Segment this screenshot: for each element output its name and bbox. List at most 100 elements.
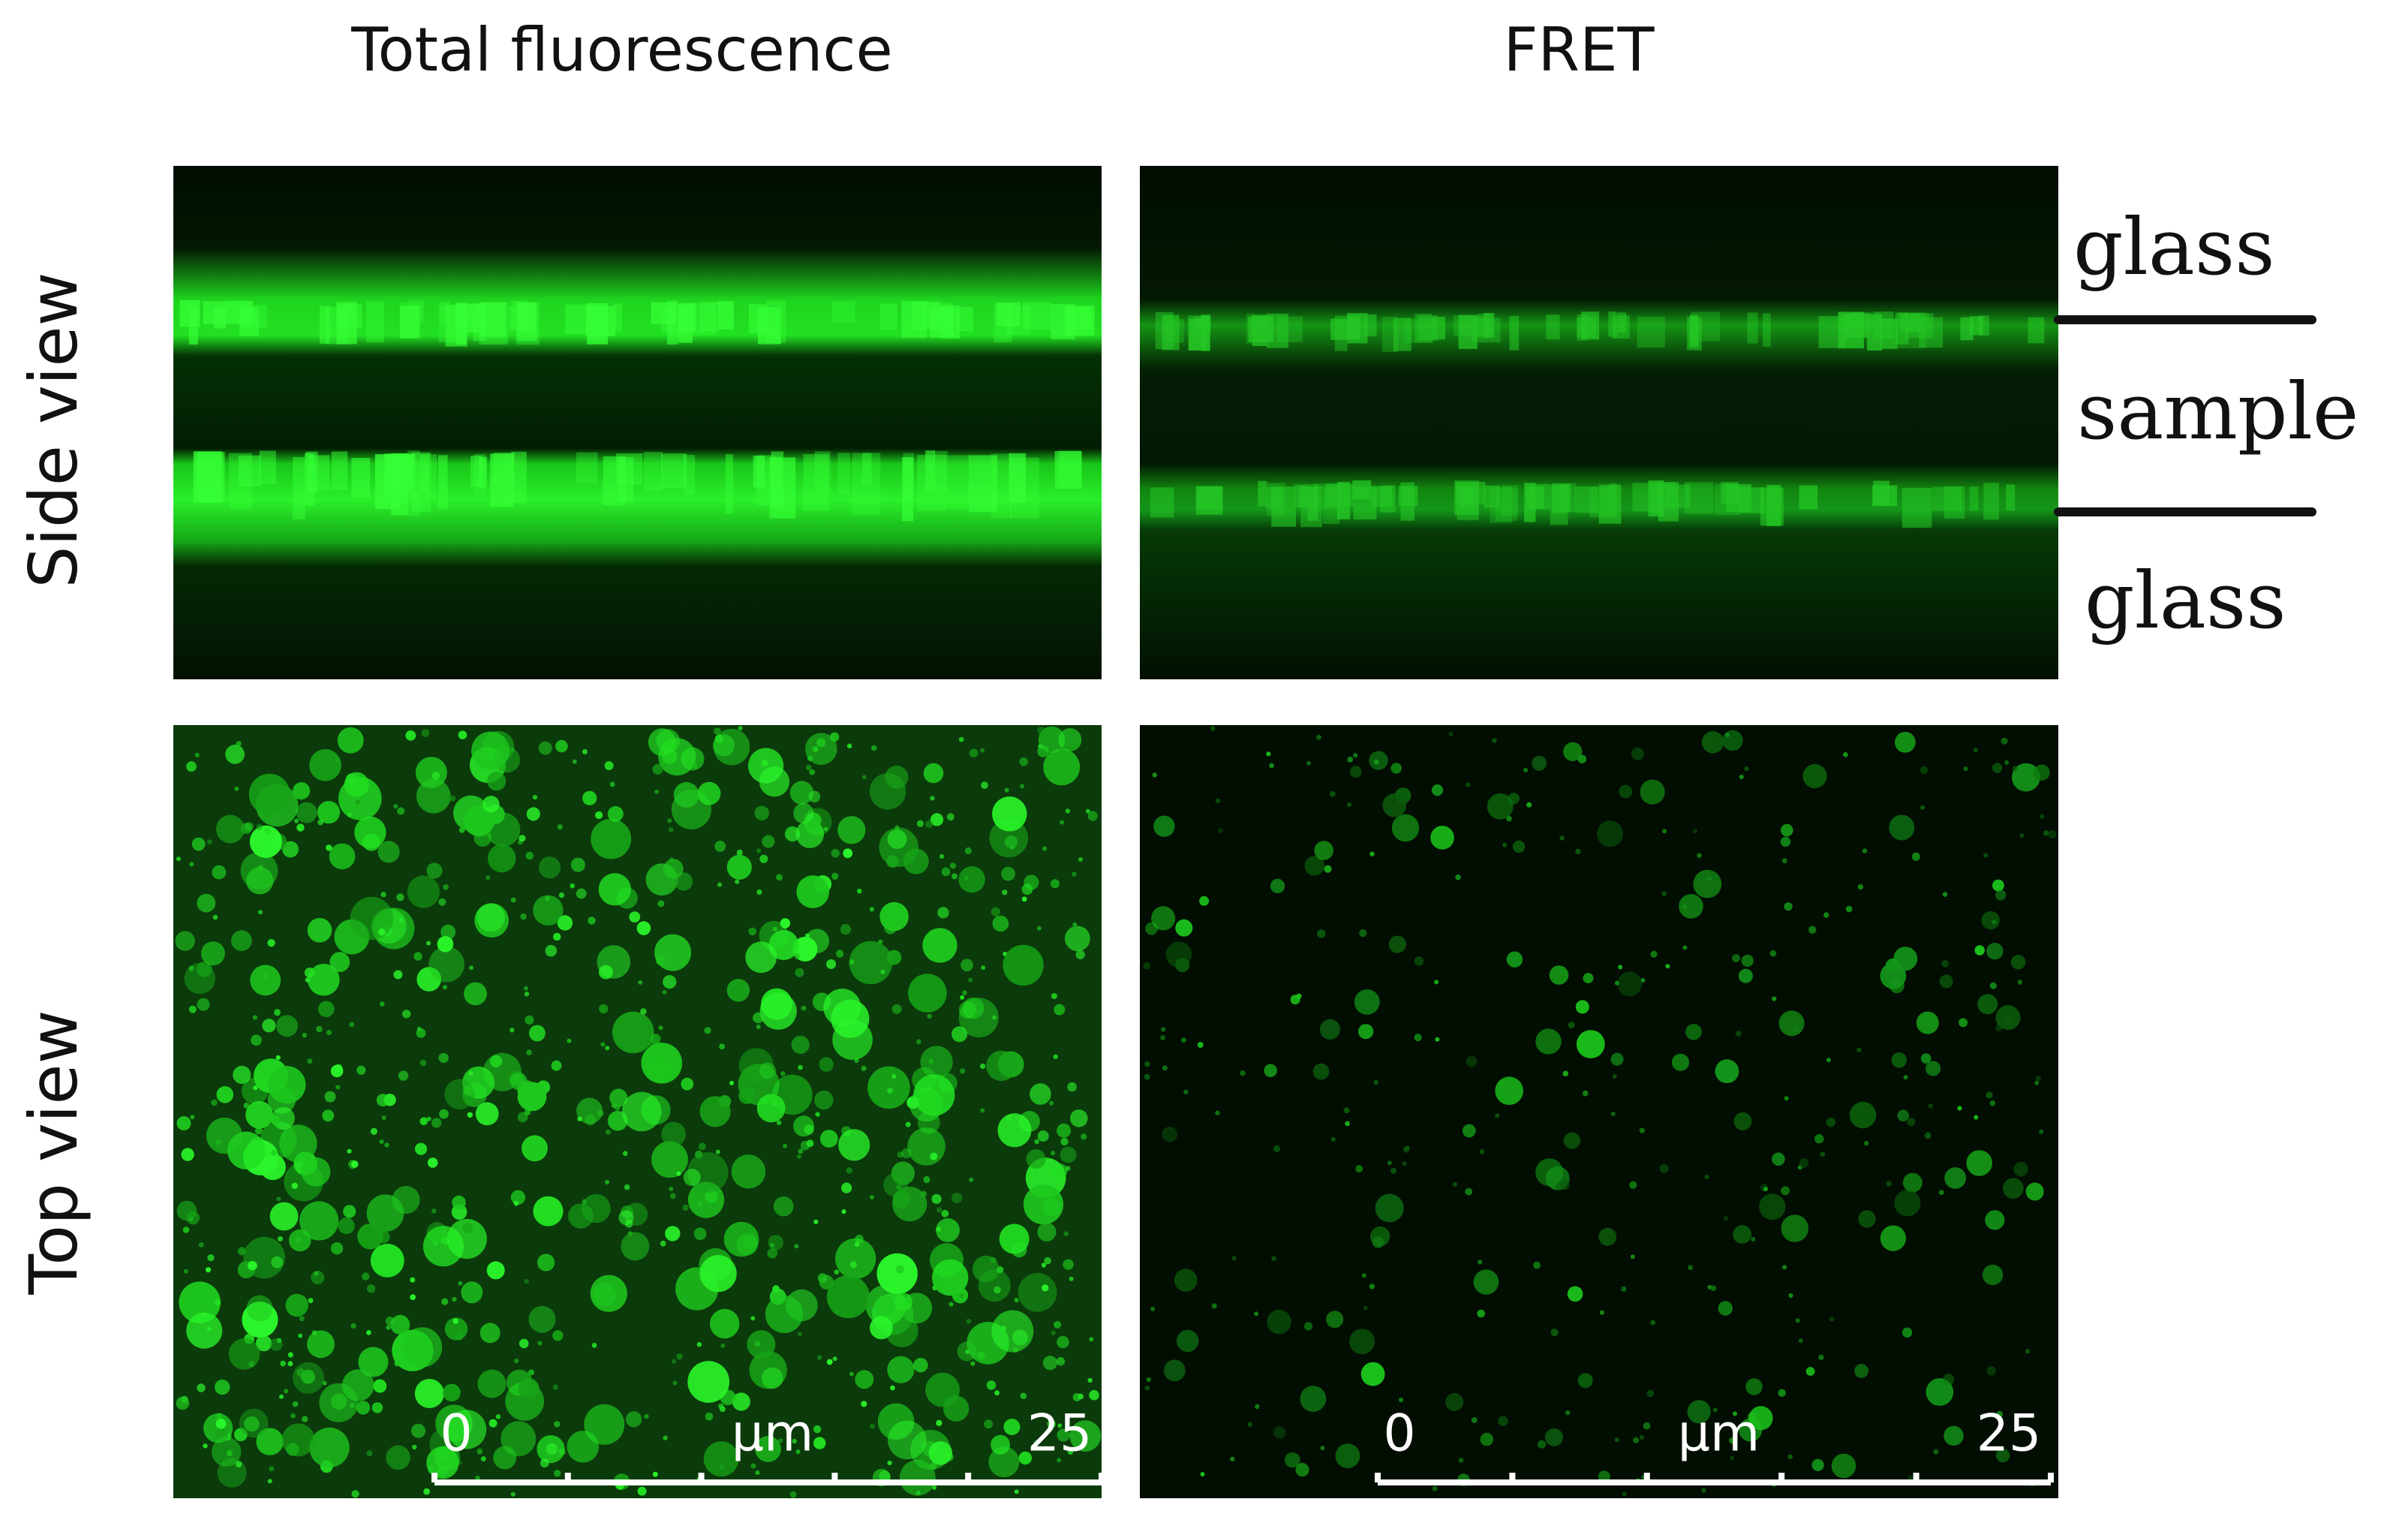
spot [206,1117,243,1154]
spot [405,730,416,741]
spot [1697,853,1702,858]
spot [809,769,815,775]
spot [245,1100,273,1129]
spot [431,1118,442,1128]
spot [1545,1428,1563,1446]
spot [1089,1389,1099,1401]
spot [1085,808,1090,814]
spot [2034,1080,2040,1085]
spot [710,1308,740,1339]
streak [1618,312,1627,333]
spot [1685,1024,1702,1040]
annotation: sample [2077,366,2358,457]
spot [629,911,641,923]
spot [756,1094,786,1123]
spot [1014,1298,1019,1303]
spot [2019,833,2025,838]
spot [1903,1075,1908,1080]
spot [258,910,263,915]
spot [780,1071,786,1076]
spot [1781,823,1793,837]
spot [762,835,775,848]
spot [1012,1329,1028,1346]
spot [1005,835,1018,849]
spot [957,1341,977,1362]
spot [1886,1181,1892,1187]
spot [264,827,272,835]
spot [1781,858,1787,864]
spot [197,998,210,1011]
streak [1347,315,1361,339]
spot [532,795,538,800]
spot [1264,1064,1277,1078]
spot [526,1049,532,1055]
spot [887,1356,915,1383]
spot [1432,1485,1438,1491]
spot [279,1394,284,1399]
spot [1020,1392,1027,1399]
spot [819,1130,838,1148]
spot [945,1453,954,1461]
spot [599,1004,609,1014]
spot [1431,784,1444,796]
spot [1361,1273,1366,1278]
side-view-total [173,166,1102,679]
scale-label: µm [732,1404,814,1464]
spot [426,862,443,879]
streak [193,451,222,503]
spot [281,1423,315,1457]
spot [849,941,893,985]
streak [293,456,305,519]
streak [1432,317,1445,340]
spot [1270,878,1285,893]
streak [325,306,348,345]
spot [269,1338,283,1351]
streak [969,455,998,513]
spot [546,1443,558,1455]
spot [412,1444,417,1450]
spot [1434,980,1439,985]
spot [1712,1407,1718,1413]
spot [211,1099,218,1106]
spot [510,1491,516,1497]
spot [834,1269,840,1275]
spot [366,1330,371,1335]
spot [350,1323,356,1329]
streak [902,457,914,522]
spot [1631,747,1644,760]
streak [517,302,537,332]
spot [309,749,341,781]
spot [720,1343,726,1348]
spot [555,739,568,753]
spot [928,1058,933,1064]
spot [759,1062,776,1079]
spot [669,1186,674,1191]
spot [1296,993,1302,999]
streak [1546,315,1560,340]
spot [443,1383,461,1402]
spot [2004,1013,2014,1024]
spot [1349,766,1362,778]
spot [895,1265,904,1274]
spot [880,969,885,974]
spot [1051,1330,1056,1335]
streak [455,302,467,345]
spot [761,1367,783,1389]
spot [1941,960,1950,968]
spot [1175,919,1193,937]
spot [1679,894,1703,919]
spot [1901,1327,1913,1338]
spot [1343,1107,1350,1114]
streak [419,454,428,493]
spot [1982,1264,2004,1286]
spot [784,826,801,842]
spot [886,950,902,965]
spot [207,1254,215,1262]
spot [1744,766,1749,772]
spot [719,1043,725,1050]
spot [216,1086,234,1103]
spot [533,1196,564,1227]
spot [1687,1400,1711,1424]
spot [1360,1362,1385,1386]
spot [533,895,564,926]
